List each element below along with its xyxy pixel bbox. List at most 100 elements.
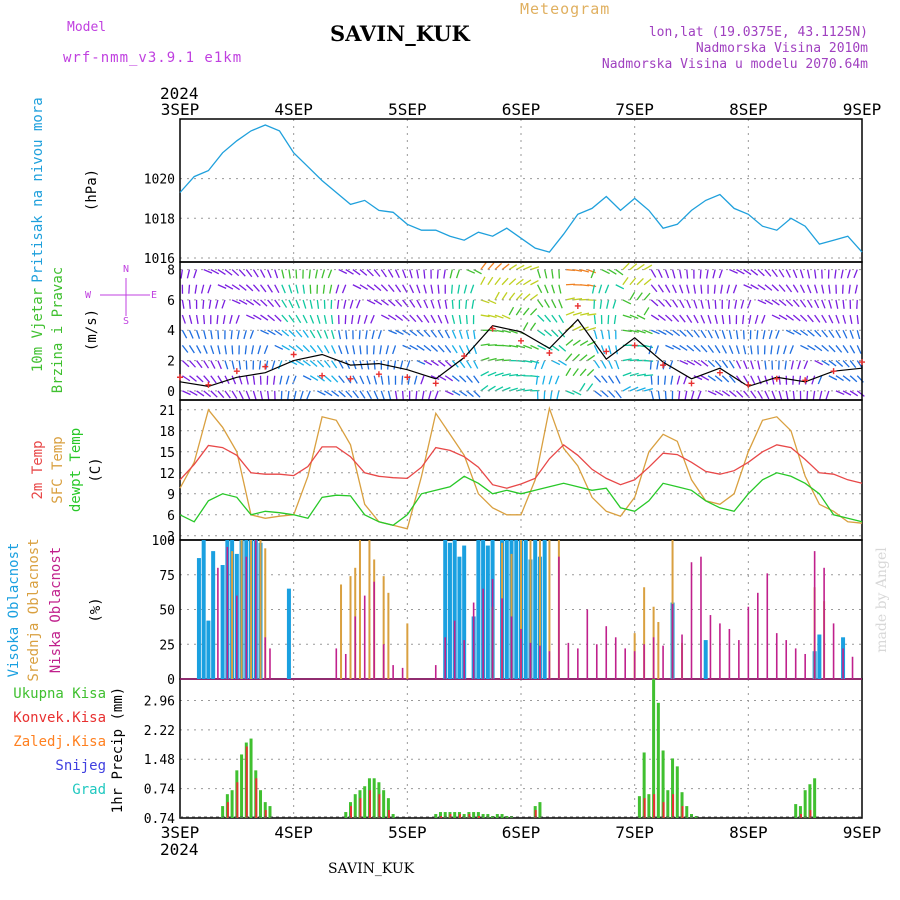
wind-barb [558,344,567,352]
wind-barb [203,375,211,383]
wind-barb [544,299,550,308]
wind-barb [657,314,666,322]
wind-barb [338,375,345,384]
wind-barb [203,360,210,369]
wind-barb [657,284,664,293]
wind-barb [679,284,684,294]
wind-barb [210,330,213,340]
low-cloud-bar [354,616,357,679]
x-tick-label-top: 4SEP [274,100,313,119]
wind-barb [309,375,319,381]
wind-barb [373,284,382,292]
wind-barb [648,345,652,355]
cloud-axis-title-2: Srednja Oblacnost [26,538,42,681]
total-precip-bar [794,804,798,818]
low-cloud-bar [747,606,750,679]
wind-barb [792,284,799,293]
wind-barb [451,345,458,354]
dir-east: E [151,290,157,301]
wind-barb [181,329,188,339]
wind-barb [295,269,298,279]
wind-barb [813,269,817,279]
model-label: Model [67,20,107,35]
wind-barb [613,314,617,325]
wind-barb [181,314,186,324]
total-precip-bar [637,796,641,818]
wind-barb [288,314,295,323]
wind-barb [714,390,724,396]
wind-barb [664,284,671,293]
wind-barb [416,269,420,279]
mid-cloud-bar [406,623,409,679]
wind-barb [515,264,525,271]
wind-barb [259,284,267,293]
y-tick-label: 2.96 [144,694,175,709]
wind-axis-title-1: 10m Vjetar [30,288,46,372]
wind-barb [750,345,753,355]
total-precip-bar [652,679,656,818]
wind-barb [643,264,653,271]
total-precip-bar [671,758,675,818]
wind-barb [672,314,680,323]
wind-barb [260,299,268,307]
wind-barb [757,299,767,305]
wind-barb [480,262,487,270]
low-cloud-bar [558,556,560,679]
wind-barb [402,329,411,336]
wind-barb [235,314,240,324]
wind-barb [252,375,256,385]
wind-barb [285,375,290,385]
wind-barb [357,314,361,325]
wind-barb [508,306,515,316]
wind-barb [714,360,722,368]
gust-marker [660,362,667,369]
footer-station: SAVIN_KUK [328,861,415,877]
wind-barb [686,284,690,294]
wind-barb [309,299,313,309]
total-precip-bar [690,814,693,818]
wind-barb [750,284,759,290]
wind-barb [607,315,610,325]
y-tick-label: 4 [167,324,175,339]
low-cloud-bar [671,603,674,679]
wind-barb [846,269,851,279]
wind-barb [798,375,802,385]
low-cloud-bar [709,615,712,679]
total-precip-bar [353,794,357,818]
wind-barb [728,330,733,340]
wind-barb [224,269,233,276]
wind-barb [828,314,834,324]
wind-barb [430,314,436,324]
low-cloud-bar [595,644,598,679]
wind-barb [366,375,371,385]
wind-barb [302,314,308,324]
wind-barb [764,360,767,370]
wind-barb [817,375,823,385]
wind-barb [768,330,773,340]
wind-barb [551,359,561,366]
wind-barb [189,375,197,382]
wind-barb [316,360,325,368]
wind-barb [413,375,418,385]
wind-barb [423,299,429,309]
wind-barb [487,299,497,305]
wind-barb [306,390,311,400]
wind-barb [345,390,353,398]
wind-barb [593,360,601,369]
wind-barb [366,299,376,305]
wind-barb [664,299,672,308]
wind-barb [265,360,269,370]
wind-axis-title-2: Brzina i Pravac [50,267,66,393]
wind-barb [501,263,510,271]
mid-cloud-bar [387,592,390,679]
direction-cross-icon [100,278,150,316]
wind-barb [231,390,238,399]
year-label-top: 2024 [160,84,199,103]
wind-barb [853,269,858,279]
x-tick-label-top: 3SEP [161,100,200,119]
year-label-bottom: 2024 [160,840,199,859]
low-cloud-bar [401,667,404,679]
temp-axis-title-2: SFC Temp [50,436,66,503]
wind-barb [586,368,595,377]
gust-marker [716,369,723,376]
